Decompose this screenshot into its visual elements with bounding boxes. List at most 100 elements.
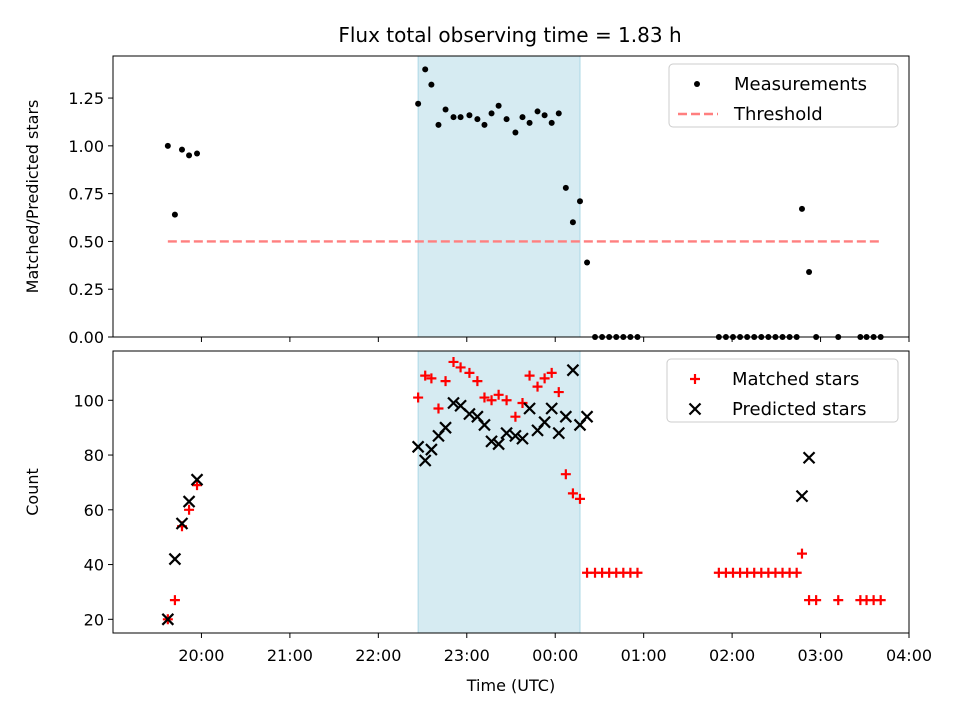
legend-swatch — [688, 402, 702, 416]
x-tick-label: 01:00 — [621, 646, 667, 665]
matched-stars-point — [553, 387, 564, 398]
y-tick-label: 0.00 — [68, 328, 104, 347]
predicted-stars-point — [545, 402, 558, 415]
legend-swatch — [694, 81, 700, 87]
measurements-point — [428, 81, 435, 88]
count-panel: 20 40 60 80 100 20:00 21:00 22:00 23:00 00:00 01:… — [23, 350, 932, 695]
y-tick-label: 40 — [84, 556, 104, 575]
predicted-stars-point — [439, 421, 452, 434]
y-tick-label: 100 — [73, 391, 104, 410]
x-tick-label: 03:00 — [798, 646, 844, 665]
y-tick-label: 1.00 — [68, 137, 104, 156]
measurements-point — [526, 119, 533, 126]
measurements-point — [442, 106, 449, 113]
legend-swatch — [690, 374, 700, 384]
chart-title: Flux total observing time = 1.83 h — [338, 23, 681, 47]
predicted-stars-point — [425, 443, 438, 456]
time-x-axis: 20:00 21:00 22:00 23:00 00:00 01:00 02:00 03:00… — [178, 633, 932, 665]
matched-stars-point — [433, 403, 444, 414]
predicted-stars-point — [485, 435, 498, 448]
measurements-point — [503, 116, 510, 123]
x-tick-label: 02:00 — [709, 646, 755, 665]
measurements-point — [450, 114, 457, 121]
legend-box — [666, 358, 899, 423]
predicted-stars-point — [168, 552, 182, 566]
observing-window-shading — [417, 55, 581, 338]
matched-stars-point — [539, 373, 550, 384]
matched-stars-point — [510, 411, 521, 422]
ratio-y-axis-label: Matched/Predicted stars — [23, 100, 42, 294]
matched-stars-point — [464, 367, 475, 378]
predicted-stars-point — [802, 451, 816, 465]
predicted-stars-point — [411, 440, 425, 454]
measurements-point — [435, 121, 442, 128]
measurements-point — [164, 142, 171, 149]
matched-stars-point — [796, 548, 807, 559]
measurements-point — [481, 121, 488, 128]
measurements-point — [548, 119, 555, 126]
measurements-point — [584, 259, 591, 266]
count-plot-area — [161, 356, 886, 626]
predicted-stars-point — [538, 415, 551, 429]
matched-stars-point — [517, 398, 528, 409]
matched-stars-point — [833, 595, 844, 606]
matched-stars-point — [560, 469, 571, 480]
predicted-stars-point — [190, 473, 204, 486]
measurements-point — [422, 66, 429, 73]
predicted-stars-point — [463, 407, 476, 421]
matched-stars-point — [413, 392, 424, 403]
x-tick-label: 23:00 — [444, 646, 490, 665]
predicted-stars-point — [552, 426, 566, 440]
x-tick-label: 22:00 — [355, 646, 401, 665]
predicted-stars-point — [795, 489, 809, 503]
predicted-stars-point — [161, 613, 175, 626]
x-tick-label: 21:00 — [267, 646, 313, 665]
predicted-stars-point — [580, 410, 594, 423]
count-axes-frame — [112, 350, 910, 634]
legend-label: Threshold — [733, 104, 823, 125]
matched-stars-point — [574, 493, 585, 504]
matched-stars-point — [632, 567, 643, 578]
measurements-point — [474, 116, 481, 123]
y-tick-label: 80 — [84, 446, 104, 465]
predicted-stars-point — [478, 418, 491, 432]
y-tick-label: 0.25 — [68, 280, 104, 299]
x-tick-label: 00:00 — [532, 646, 578, 665]
measurements-point — [495, 102, 502, 109]
ratio-y-axis: 0.00 0.25 0.50 0.75 1.00 1.25 — [68, 89, 113, 347]
y-tick-label: 20 — [84, 610, 104, 629]
measurements-point — [171, 211, 178, 218]
predicted-stars-point — [175, 517, 189, 530]
x-tick-label: 04:00 — [886, 646, 932, 665]
measurements-point — [562, 184, 569, 191]
y-tick-label: 0.75 — [68, 185, 104, 204]
legend-label: Measurements — [734, 74, 867, 95]
matched-stars-point — [479, 392, 490, 403]
measurements-point — [512, 129, 519, 136]
predicted-stars-point — [500, 426, 513, 440]
count-y-axis: 20 40 60 80 100 — [73, 391, 113, 629]
ratio-panel: 0.00 0.25 0.50 0.75 1.00 1.25 Matched/Predict… — [23, 55, 910, 347]
matched-stars-point — [532, 381, 543, 392]
x-axis-label: Time (UTC) — [466, 676, 555, 695]
predicted-stars-point — [509, 429, 522, 443]
measurements-point — [806, 269, 813, 276]
matched-stars-point — [420, 370, 431, 381]
y-tick-label: 0.50 — [68, 232, 104, 251]
matched-stars-point — [184, 504, 195, 515]
y-tick-label: 60 — [84, 501, 104, 520]
matched-stars-point — [524, 370, 535, 381]
predicted-stars-point — [492, 437, 505, 451]
matched-stars-point — [875, 595, 886, 606]
matched-stars-point — [501, 395, 512, 406]
matched-stars-point — [455, 362, 466, 373]
matched-stars-point — [493, 389, 504, 400]
count-y-axis-label: Count — [23, 468, 42, 516]
predicted-stars-point — [559, 410, 573, 423]
ratio-legend: Measurements Threshold — [668, 63, 899, 128]
ratio-axes-frame — [112, 55, 910, 338]
measurements-point — [178, 146, 185, 153]
matched-stars-point — [169, 595, 180, 606]
measurements-point — [488, 110, 495, 117]
